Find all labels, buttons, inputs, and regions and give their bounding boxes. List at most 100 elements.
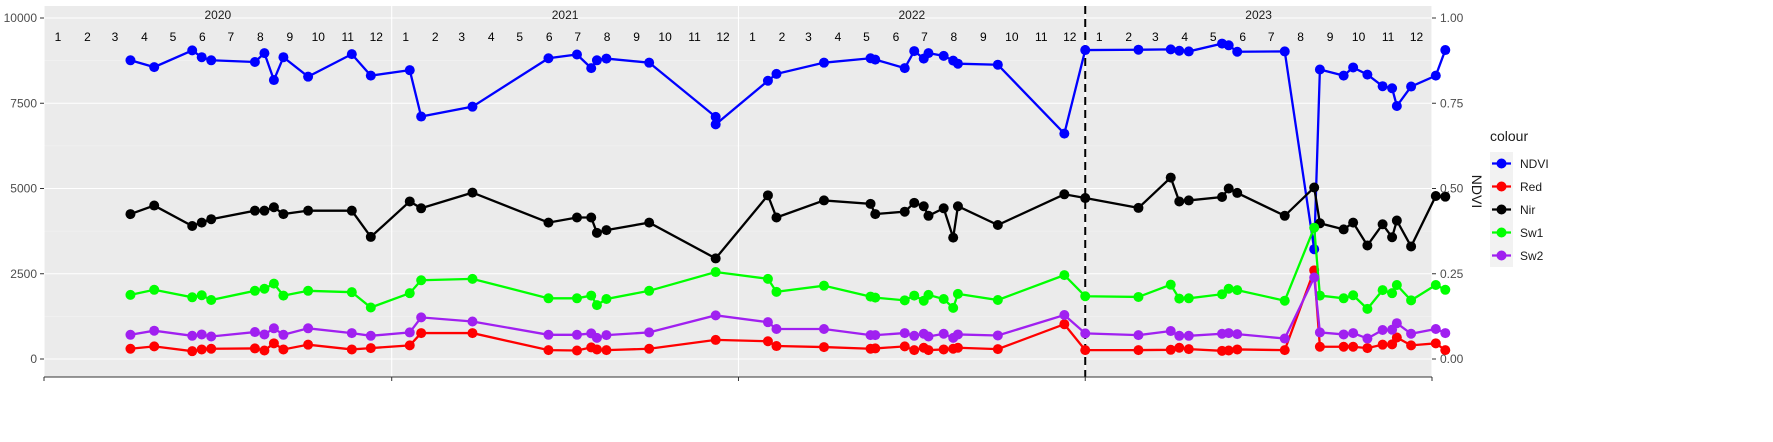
data-point-sw2 (992, 330, 1003, 341)
data-point-sw1 (870, 292, 881, 303)
month-label: 2 (779, 30, 786, 44)
data-point-sw2 (1232, 329, 1243, 340)
y-tick-label-right: 0.75 (1440, 96, 1464, 110)
data-point-sw1 (1362, 303, 1373, 314)
data-point-sw1 (899, 295, 910, 306)
data-point-sw1 (601, 293, 612, 304)
data-point-ndvi (365, 70, 376, 81)
data-point-sw2 (1338, 329, 1349, 340)
data-point-sw2 (1377, 325, 1388, 336)
series-layer (125, 38, 1451, 357)
data-point-sw1 (404, 288, 415, 299)
data-point-sw2 (1133, 330, 1144, 341)
data-point-sw1 (416, 275, 427, 286)
data-point-ndvi (952, 58, 963, 69)
data-point-ndvi (1430, 70, 1441, 81)
series-line-nir (130, 175, 1446, 260)
legend-swatch-point (1496, 250, 1507, 261)
data-point-ndvi (1348, 62, 1359, 73)
data-point-red (1314, 341, 1325, 352)
data-point-nir (601, 225, 612, 236)
data-point-sw1 (125, 289, 136, 300)
legend-label-ndvi: NDVI (1520, 157, 1549, 171)
data-point-red (196, 344, 207, 355)
month-label: 5 (516, 30, 523, 44)
data-point-ndvi (771, 68, 782, 79)
data-point-nir (938, 203, 949, 214)
data-point-red (206, 343, 217, 354)
data-point-red (1165, 344, 1176, 355)
month-label: 7 (228, 30, 235, 44)
month-label: 1 (1096, 30, 1103, 44)
data-point-ndvi (125, 55, 136, 66)
month-label: 5 (170, 30, 177, 44)
month-label: 8 (1297, 30, 1304, 44)
month-label: 1 (402, 30, 409, 44)
data-point-ndvi (591, 55, 602, 66)
data-point-red (1133, 345, 1144, 356)
data-point-sw1 (948, 302, 959, 313)
data-point-ndvi (1338, 70, 1349, 81)
month-label: 8 (604, 30, 611, 44)
month-label: 2 (432, 30, 439, 44)
data-point-sw2 (771, 323, 782, 334)
month-label: 7 (921, 30, 928, 44)
data-point-sw1 (346, 287, 357, 298)
data-point-sw2 (923, 331, 934, 342)
legend-swatch-point (1496, 181, 1507, 192)
data-point-nir (870, 209, 881, 220)
data-point-sw1 (187, 292, 198, 303)
data-point-sw2 (149, 325, 160, 336)
data-point-ndvi (259, 48, 270, 59)
data-point-sw1 (710, 267, 721, 278)
data-point-ndvi (1309, 244, 1320, 255)
month-label: 8 (257, 30, 264, 44)
data-point-sw1 (1309, 222, 1320, 233)
data-point-ndvi (346, 49, 357, 60)
data-point-nir (187, 221, 198, 232)
data-point-nir (149, 200, 160, 211)
data-point-red (762, 336, 773, 347)
data-point-sw2 (125, 329, 136, 340)
data-point-nir (404, 196, 415, 207)
month-label: 6 (1239, 30, 1246, 44)
data-point-red (1174, 342, 1185, 353)
data-point-ndvi (762, 75, 773, 86)
legend-label-nir: Nir (1520, 203, 1535, 217)
data-point-red (1338, 341, 1349, 352)
data-point-red (1348, 341, 1359, 352)
data-point-ndvi (710, 119, 721, 130)
data-point-red (543, 345, 554, 356)
data-point-nir (1377, 219, 1388, 230)
data-point-red (249, 343, 260, 354)
data-point-nir (1232, 187, 1243, 198)
data-point-sw2 (1223, 328, 1234, 339)
data-point-red (125, 343, 136, 354)
data-point-nir (923, 210, 934, 221)
data-point-nir (948, 232, 959, 243)
data-point-sw2 (938, 328, 949, 339)
data-point-sw2 (1165, 326, 1176, 337)
data-point-sw1 (992, 295, 1003, 306)
legend: colour NDVI Red Nir Sw1 Sw2 (1490, 128, 1549, 267)
data-point-sw1 (1059, 270, 1070, 281)
data-point-nir (762, 190, 773, 201)
month-label: 4 (141, 30, 148, 44)
data-point-sw1 (249, 285, 260, 296)
year-label: 2021 (552, 8, 579, 22)
data-point-red (591, 344, 602, 355)
data-point-sw2 (1440, 328, 1451, 339)
data-point-sw1 (303, 285, 314, 296)
data-point-sw1 (467, 273, 478, 284)
data-point-ndvi (1362, 69, 1373, 80)
data-point-sw1 (909, 290, 920, 301)
data-point-ndvi (1133, 44, 1144, 55)
data-point-nir (591, 227, 602, 238)
data-point-sw1 (1174, 293, 1185, 304)
data-point-ndvi (1440, 45, 1451, 56)
month-label: 4 (488, 30, 495, 44)
data-point-nir (206, 214, 217, 225)
data-point-sw2 (543, 329, 554, 340)
month-label: 10 (1005, 30, 1019, 44)
data-point-nir (1309, 182, 1320, 193)
